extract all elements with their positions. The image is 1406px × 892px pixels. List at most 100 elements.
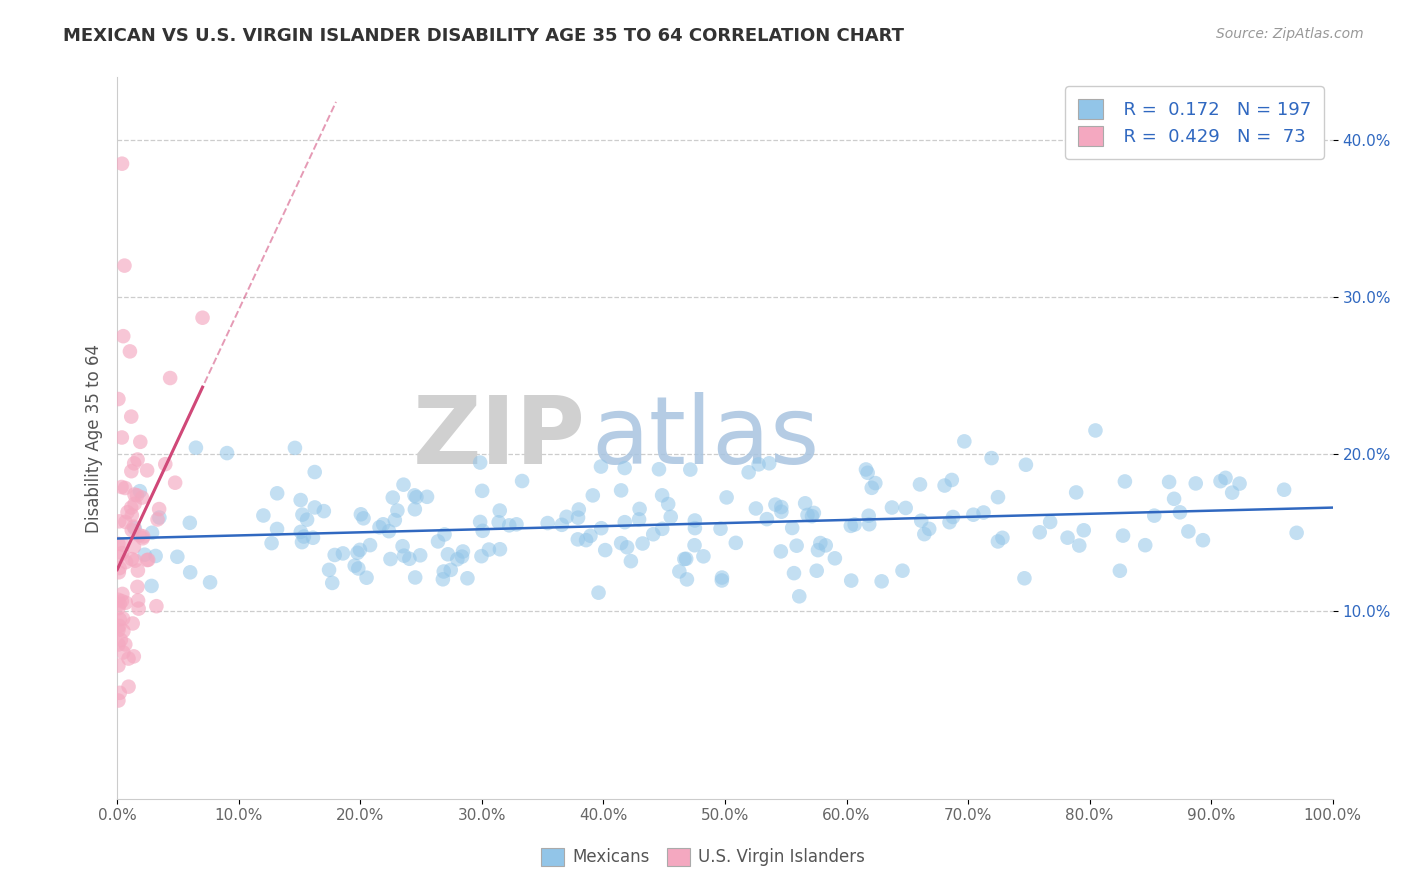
Point <box>114 259 136 273</box>
Point <box>1168 505 1191 519</box>
Point <box>120 464 142 478</box>
Point <box>136 463 159 477</box>
Point <box>122 540 145 554</box>
Point <box>765 498 787 512</box>
Point <box>387 503 409 517</box>
Point <box>122 456 145 470</box>
Point <box>755 512 778 526</box>
Point <box>973 506 995 520</box>
Y-axis label: Disability Age 35 to 64: Disability Age 35 to 64 <box>86 343 103 533</box>
Point <box>159 371 181 385</box>
Point <box>934 478 956 492</box>
Point <box>145 549 167 563</box>
Point <box>302 531 325 545</box>
Point <box>567 533 589 547</box>
Point <box>987 534 1010 549</box>
Point <box>471 524 494 538</box>
Point <box>505 517 527 532</box>
Point <box>769 544 792 558</box>
Point <box>870 574 893 589</box>
Point <box>128 528 150 542</box>
Point <box>323 548 346 562</box>
Point <box>456 571 478 585</box>
Point <box>683 521 706 535</box>
Point <box>124 553 146 567</box>
Point <box>416 490 439 504</box>
Point <box>392 477 415 491</box>
Point <box>510 474 533 488</box>
Point <box>588 585 610 599</box>
Point <box>648 462 671 476</box>
Point <box>136 553 159 567</box>
Point <box>683 538 706 552</box>
Point <box>891 564 914 578</box>
Point <box>165 475 187 490</box>
Point <box>155 457 177 471</box>
Point <box>568 502 591 516</box>
Point <box>112 612 135 626</box>
Point <box>166 549 188 564</box>
Point <box>108 619 131 633</box>
Point <box>107 537 129 551</box>
Point <box>783 566 806 581</box>
Point <box>489 542 512 557</box>
Point <box>1135 538 1157 552</box>
Point <box>107 637 129 651</box>
Point <box>112 645 135 659</box>
Point <box>794 496 817 510</box>
Point <box>941 473 963 487</box>
Point <box>266 522 288 536</box>
Point <box>589 459 612 474</box>
Point <box>1163 491 1185 506</box>
Point <box>858 508 880 523</box>
Point <box>858 517 880 532</box>
Point <box>432 572 454 586</box>
Point <box>839 574 862 588</box>
Point <box>710 574 733 588</box>
Point <box>107 658 129 673</box>
Point <box>184 441 207 455</box>
Point <box>398 551 420 566</box>
Point <box>107 601 129 615</box>
Point <box>290 524 312 539</box>
Point <box>471 483 494 498</box>
Point <box>131 491 153 505</box>
Point <box>111 594 134 608</box>
Point <box>1108 564 1130 578</box>
Point <box>332 546 354 560</box>
Point <box>692 549 714 564</box>
Point <box>620 554 643 568</box>
Point <box>1114 475 1136 489</box>
Point <box>304 465 326 479</box>
Point <box>347 561 370 575</box>
Point <box>1159 475 1181 489</box>
Point <box>808 536 831 550</box>
Point <box>1229 476 1251 491</box>
Point <box>980 451 1002 466</box>
Point <box>1073 523 1095 537</box>
Point <box>1015 458 1038 472</box>
Point <box>758 456 780 470</box>
Point <box>122 649 145 664</box>
Point <box>115 555 138 569</box>
Point <box>107 392 129 406</box>
Point <box>440 563 463 577</box>
Point <box>498 518 520 533</box>
Point <box>1192 533 1215 548</box>
Point <box>1056 531 1078 545</box>
Point <box>404 488 426 502</box>
Point <box>121 552 143 566</box>
Point <box>488 516 510 530</box>
Point <box>912 527 935 541</box>
Point <box>392 549 415 563</box>
Point <box>108 566 131 580</box>
Point <box>391 539 413 553</box>
Text: ZIP: ZIP <box>412 392 585 484</box>
Point <box>796 508 818 522</box>
Point <box>121 523 143 537</box>
Point <box>470 549 492 564</box>
Point <box>745 501 768 516</box>
Point <box>346 546 368 560</box>
Point <box>359 538 381 552</box>
Point <box>409 549 432 563</box>
